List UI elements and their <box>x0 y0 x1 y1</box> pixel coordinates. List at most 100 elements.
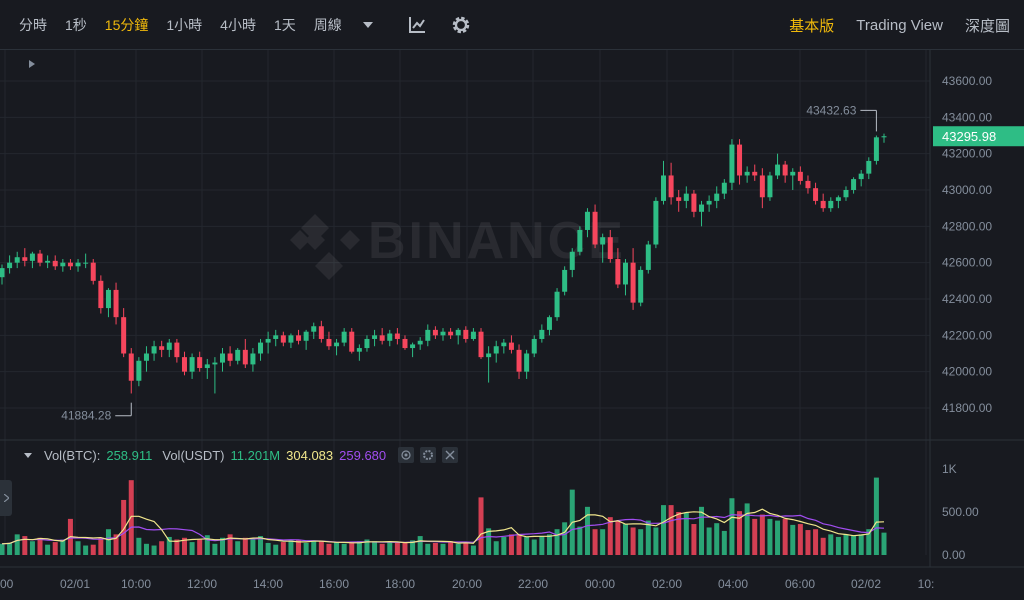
chevron-down-icon[interactable] <box>362 22 373 28</box>
interval-tab[interactable]: 1天 <box>273 17 296 33</box>
time-tick-label: 12:00 <box>187 577 217 591</box>
candle-body <box>143 353 149 361</box>
price-tick-label: 42800.00 <box>942 219 992 233</box>
volume-bar <box>645 520 651 555</box>
candle-body <box>98 280 104 309</box>
candle-body <box>83 262 89 264</box>
low-price-label: 41884.28 <box>61 409 111 423</box>
interval-tab[interactable]: 1秒 <box>65 17 87 33</box>
candle-body <box>546 317 552 330</box>
volume-bar <box>699 506 705 555</box>
candle-body <box>121 317 127 354</box>
interval-tab[interactable]: 周線 <box>313 17 342 33</box>
candle-body <box>67 262 73 267</box>
candle-body <box>113 289 119 318</box>
volume-bar <box>402 542 408 555</box>
candle-body <box>858 173 864 180</box>
candle-body <box>204 364 210 369</box>
volume-bar <box>197 539 203 555</box>
expand-chart-button[interactable] <box>22 55 42 73</box>
volume-bar <box>387 542 393 555</box>
candle-body <box>60 262 66 267</box>
volume-bar <box>151 545 157 555</box>
candle-body <box>721 182 727 194</box>
volume-bar <box>326 543 332 555</box>
candle-body <box>372 335 378 339</box>
side-panel-toggle[interactable] <box>0 480 12 516</box>
vol-btc-label: Vol(BTC): <box>44 447 101 463</box>
settings-icon[interactable] <box>420 447 437 463</box>
volume-bar <box>546 534 552 555</box>
candle-body <box>813 188 819 201</box>
interval-tab[interactable]: 15分鐘 <box>104 17 149 33</box>
candle-body <box>486 353 492 358</box>
volume-bar <box>311 541 317 555</box>
candle-body <box>288 335 294 343</box>
candle-body <box>265 338 271 343</box>
interval-tab[interactable]: 1小時 <box>166 17 203 33</box>
volume-bar <box>562 522 568 555</box>
binance-logo-icon <box>290 214 360 280</box>
candle-body <box>539 329 545 339</box>
candle-body <box>334 342 340 347</box>
volume-bar <box>83 545 89 555</box>
view-tab[interactable]: 深度圖 <box>964 17 1010 35</box>
candle-body <box>432 329 438 336</box>
candle-body <box>181 357 187 372</box>
interval-tab[interactable]: 4小時 <box>220 17 256 33</box>
close-icon[interactable] <box>442 447 459 463</box>
volume-bar <box>250 539 256 555</box>
gear-icon[interactable] <box>449 13 473 37</box>
candle-body <box>645 244 651 270</box>
candle-body <box>52 260 58 267</box>
candle-body <box>296 335 302 341</box>
candle-body <box>866 160 872 174</box>
view-tab[interactable]: 基本版 <box>789 17 835 35</box>
volume-bar <box>843 534 849 555</box>
candle-body <box>364 338 370 349</box>
volume-bar <box>60 539 66 555</box>
volume-bar <box>668 505 674 555</box>
indicator-icon[interactable] <box>405 13 429 37</box>
interval-tab[interactable]: 分時 <box>19 17 47 33</box>
candle-body <box>75 262 81 267</box>
price-tick-label: 42200.00 <box>942 328 992 342</box>
candle-body <box>759 175 765 198</box>
collapse-volume-icon[interactable] <box>24 452 32 458</box>
candle-body <box>569 251 575 270</box>
candle-body <box>805 180 811 189</box>
volume-bar <box>615 521 621 555</box>
volume-bar <box>683 512 689 555</box>
volume-bar <box>22 536 28 555</box>
volume-bar <box>470 545 476 555</box>
volume-bar <box>349 542 355 555</box>
candle-body <box>782 164 788 176</box>
price-tick-label: 43400.00 <box>942 110 992 124</box>
volume-bar <box>356 541 362 555</box>
time-tick-label: 02:00 <box>652 577 682 591</box>
volume-bar <box>448 541 454 555</box>
candle-body <box>387 333 393 341</box>
volume-bar <box>105 529 111 555</box>
volume-bar <box>584 506 590 555</box>
volume-bar <box>440 543 446 555</box>
candle-body <box>615 259 621 285</box>
eye-icon[interactable] <box>398 447 415 463</box>
vol-usdt-label: Vol(USDT) <box>162 447 225 463</box>
volume-bar <box>432 542 438 555</box>
price-chart[interactable]: BINANCE 43432.63 41884.28 43600.00 43400.00 4… <box>0 50 1024 600</box>
time-tick-label: 20:00 <box>452 577 482 591</box>
candle-body <box>45 260 51 263</box>
candle-body <box>524 353 530 372</box>
view-tab[interactable]: Trading View <box>856 16 943 34</box>
candle-body <box>653 200 659 245</box>
time-tick-label: 10:00 <box>121 577 151 591</box>
candle-body <box>630 262 636 303</box>
candle-body <box>349 331 355 352</box>
candle-body <box>212 362 218 365</box>
volume-bar <box>729 498 735 555</box>
price-tick-label: 43000.00 <box>942 183 992 197</box>
volume-bar <box>265 542 271 555</box>
candle-body <box>29 253 35 261</box>
volume-bar <box>121 499 127 555</box>
